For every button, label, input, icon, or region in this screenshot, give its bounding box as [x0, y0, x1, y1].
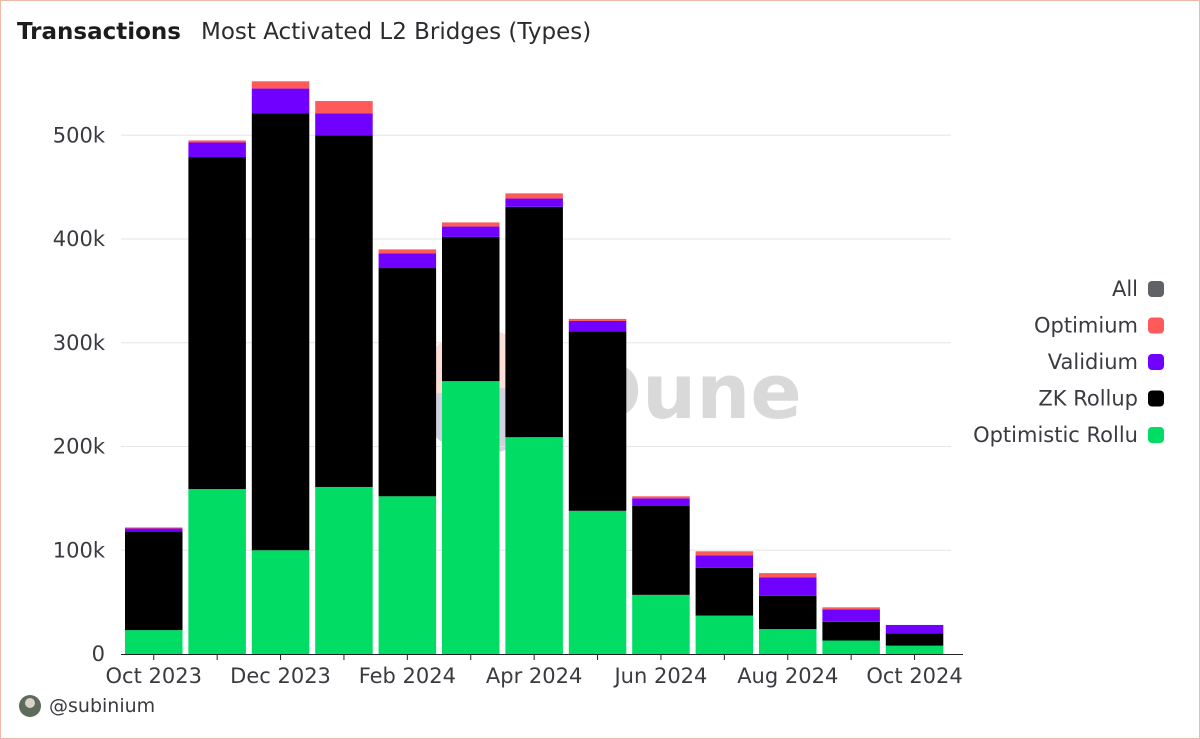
- y-tick-label: 0: [92, 642, 105, 666]
- bar-validium-2[interactable]: [251, 88, 310, 114]
- bar-optimistic-rollu-5[interactable]: [442, 381, 500, 654]
- legend-label: Optimium: [1034, 314, 1138, 338]
- bar-validium-9[interactable]: [695, 555, 754, 568]
- x-axis: Oct 2023 Dec 2023 Feb 2024 Apr 2024 Jun 2024…: [106, 654, 963, 688]
- bar-optimistic-rollu-7[interactable]: [568, 510, 627, 654]
- y-tick-label: 500k: [53, 123, 106, 147]
- legend-item-optimistic-rollu[interactable]: Optimistic Rollu: [973, 423, 1164, 447]
- bar-optimistic-rollu-0[interactable]: [125, 630, 183, 654]
- bar-optimium-5[interactable]: [442, 222, 500, 227]
- bar-validium-7[interactable]: [568, 320, 627, 332]
- legend-swatch: [1148, 317, 1164, 334]
- bar-zk-rollup-5[interactable]: [442, 236, 500, 382]
- chart-header: Transactions Most Activated L2 Bridges (…: [17, 19, 591, 45]
- legend-item-optimium[interactable]: Optimium: [1034, 314, 1164, 338]
- bar-zk-rollup-7[interactable]: [568, 331, 627, 511]
- bar-optimium-6[interactable]: [505, 193, 563, 199]
- legend-item-zk-rollup[interactable]: ZK Rollup: [1038, 387, 1164, 411]
- bar-validium-0[interactable]: [125, 528, 183, 532]
- bar-zk-rollup-2[interactable]: [251, 113, 310, 551]
- bar-optimistic-rollu-9[interactable]: [695, 615, 754, 654]
- bar-optimistic-rollu-11[interactable]: [822, 640, 880, 654]
- footer: @subinium: [19, 695, 155, 717]
- legend-item-validium[interactable]: Validium: [1048, 350, 1164, 374]
- chart-title: Transactions: [17, 19, 181, 45]
- bar-optimistic-rollu-8[interactable]: [632, 594, 690, 654]
- bar-optimistic-rollu-12[interactable]: [885, 645, 944, 654]
- chart-bars: [125, 81, 944, 654]
- x-tick-label: Dec 2023: [230, 664, 331, 688]
- bar-optimium-4[interactable]: [378, 249, 437, 254]
- x-tick-label: Oct 2024: [866, 664, 962, 688]
- legend-swatch: [1148, 354, 1164, 370]
- bar-validium-12[interactable]: [885, 624, 944, 634]
- bar-validium-6[interactable]: [505, 198, 563, 207]
- y-tick-label: 400k: [53, 227, 106, 251]
- legend-label: Validium: [1048, 350, 1138, 374]
- bar-zk-rollup-3[interactable]: [315, 135, 373, 487]
- bar-optimistic-rollu-10[interactable]: [759, 629, 817, 654]
- x-tick-label: Jun 2024: [612, 664, 707, 688]
- legend-swatch: [1148, 427, 1164, 443]
- bar-optimium-8[interactable]: [632, 496, 690, 499]
- y-tick-label: 200k: [53, 435, 106, 459]
- bar-optimistic-rollu-2[interactable]: [251, 550, 310, 654]
- bar-zk-rollup-12[interactable]: [885, 633, 944, 646]
- bar-validium-8[interactable]: [632, 498, 690, 506]
- legend-swatch: [1148, 390, 1164, 407]
- bar-validium-10[interactable]: [759, 577, 817, 596]
- bar-zk-rollup-8[interactable]: [632, 505, 690, 595]
- bar-validium-4[interactable]: [378, 253, 437, 269]
- bar-validium-11[interactable]: [822, 609, 880, 622]
- bar-zk-rollup-10[interactable]: [759, 595, 817, 630]
- y-tick-label: 300k: [53, 331, 106, 355]
- bar-zk-rollup-4[interactable]: [378, 268, 437, 497]
- bar-zk-rollup-6[interactable]: [505, 206, 563, 438]
- x-tick-label: Oct 2023: [106, 664, 202, 688]
- bar-optimistic-rollu-3[interactable]: [315, 486, 373, 654]
- bar-zk-rollup-9[interactable]: [695, 567, 754, 616]
- bar-optimium-9[interactable]: [695, 551, 754, 556]
- bar-optimistic-rollu-4[interactable]: [378, 496, 437, 654]
- bar-optimium-3[interactable]: [315, 101, 373, 114]
- bar-validium-3[interactable]: [315, 113, 373, 136]
- legend-label: All: [1112, 277, 1138, 301]
- bar-optimistic-rollu-1[interactable]: [188, 489, 246, 654]
- legend-item-all[interactable]: All: [1112, 277, 1164, 301]
- avatar: [19, 695, 41, 717]
- legend-label: ZK Rollup: [1038, 387, 1138, 411]
- bar-validium-5[interactable]: [442, 226, 500, 237]
- bar-optimium-7[interactable]: [568, 318, 627, 321]
- bar-optimium-0[interactable]: [125, 527, 183, 529]
- bar-optimistic-rollu-6[interactable]: [505, 437, 563, 654]
- bar-zk-rollup-0[interactable]: [125, 531, 183, 631]
- bar-optimium-1[interactable]: [188, 140, 246, 143]
- chart-subtitle: Most Activated L2 Bridges (Types): [201, 19, 592, 45]
- x-tick-label: Aug 2024: [737, 664, 838, 688]
- bar-zk-rollup-11[interactable]: [822, 621, 880, 641]
- x-tick-label: Apr 2024: [486, 664, 582, 688]
- bar-optimium-10[interactable]: [759, 573, 817, 578]
- chart-legend[interactable]: All Optimium Validium ZK Rollup Optimistic R…: [973, 277, 1164, 447]
- bar-optimium-11[interactable]: [822, 607, 880, 610]
- x-tick-label: Feb 2024: [359, 664, 456, 688]
- bar-zk-rollup-1[interactable]: [188, 157, 246, 490]
- bar-validium-1[interactable]: [188, 142, 246, 158]
- y-tick-label: 100k: [53, 538, 106, 562]
- legend-label: Optimistic Rollu: [973, 423, 1138, 447]
- bar-optimium-2[interactable]: [251, 81, 310, 89]
- legend-swatch: [1148, 281, 1164, 297]
- author-handle: @subinium: [49, 695, 156, 717]
- y-axis: 0 100k 200k 300k 400k 500k: [53, 123, 106, 666]
